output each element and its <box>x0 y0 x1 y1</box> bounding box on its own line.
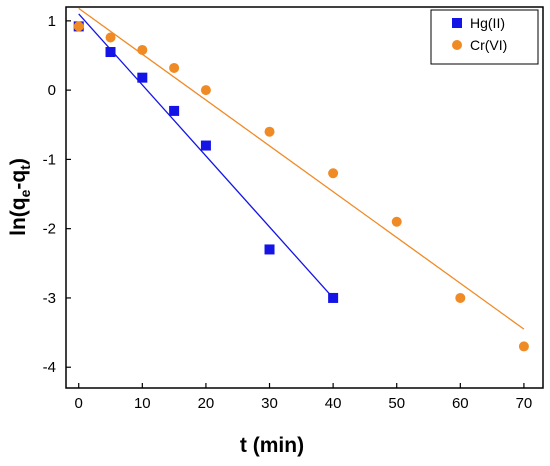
fit-lines <box>78 7 525 330</box>
data-point-cr <box>264 126 275 137</box>
fit-line-hg <box>78 13 334 299</box>
data-point-cr <box>73 21 84 32</box>
x-tick-label: 10 <box>134 395 151 412</box>
data-point-cr <box>391 216 402 227</box>
legend-box <box>430 9 539 65</box>
y-axis-title-main: ln(q <box>7 197 30 235</box>
data-point-cr <box>518 341 529 352</box>
x-tick-label: 50 <box>388 395 405 412</box>
data-point-cr <box>137 44 148 55</box>
y-tick-label: 1 <box>48 13 56 30</box>
x-tick-label: 30 <box>261 395 278 412</box>
data-points <box>73 21 529 352</box>
legend-marker-hg <box>452 18 462 28</box>
y-tick-label: 0 <box>48 82 56 99</box>
y-tick-label: -3 <box>43 290 56 307</box>
x-axis-title: t (min) <box>240 434 304 457</box>
data-point-hg <box>328 292 339 303</box>
y-tick-label: -4 <box>43 359 56 376</box>
data-point-cr <box>328 168 339 179</box>
data-point-cr <box>169 62 180 73</box>
y-axis-title: ln(qe-qt) <box>7 158 33 236</box>
y-axis-title-sub-t: t <box>17 165 33 170</box>
x-tick-label: 20 <box>198 395 215 412</box>
y-tick-label: -1 <box>43 151 56 168</box>
y-axis-title-sub-e: e <box>17 189 33 197</box>
x-tick-label: 70 <box>516 395 533 412</box>
x-tick-label: 0 <box>75 395 83 412</box>
fit-line-cr <box>78 7 525 330</box>
data-point-hg <box>137 72 148 83</box>
y-axis-title-mid: -q <box>7 170 30 190</box>
plot-frame <box>65 6 544 389</box>
data-point-hg <box>200 140 211 151</box>
data-point-hg <box>169 105 180 116</box>
x-tick-label: 60 <box>452 395 469 412</box>
x-tick-label: 40 <box>325 395 342 412</box>
data-point-cr <box>455 292 466 303</box>
ticks: 0 10 20 30 40 50 60 70 -4 -3 -2 -1 0 1 <box>43 13 533 412</box>
data-point-hg <box>264 244 275 255</box>
data-point-cr <box>105 32 116 43</box>
legend: Hg(II) Cr(VI) <box>430 9 539 65</box>
y-axis-title-end: ) <box>7 158 30 165</box>
legend-label-hg: Hg(II) <box>470 15 505 31</box>
data-point-hg <box>105 47 116 58</box>
legend-marker-cr <box>452 40 462 50</box>
y-tick-label: -2 <box>43 221 56 238</box>
data-point-cr <box>200 85 211 96</box>
legend-label-cr: Cr(VI) <box>470 37 507 53</box>
